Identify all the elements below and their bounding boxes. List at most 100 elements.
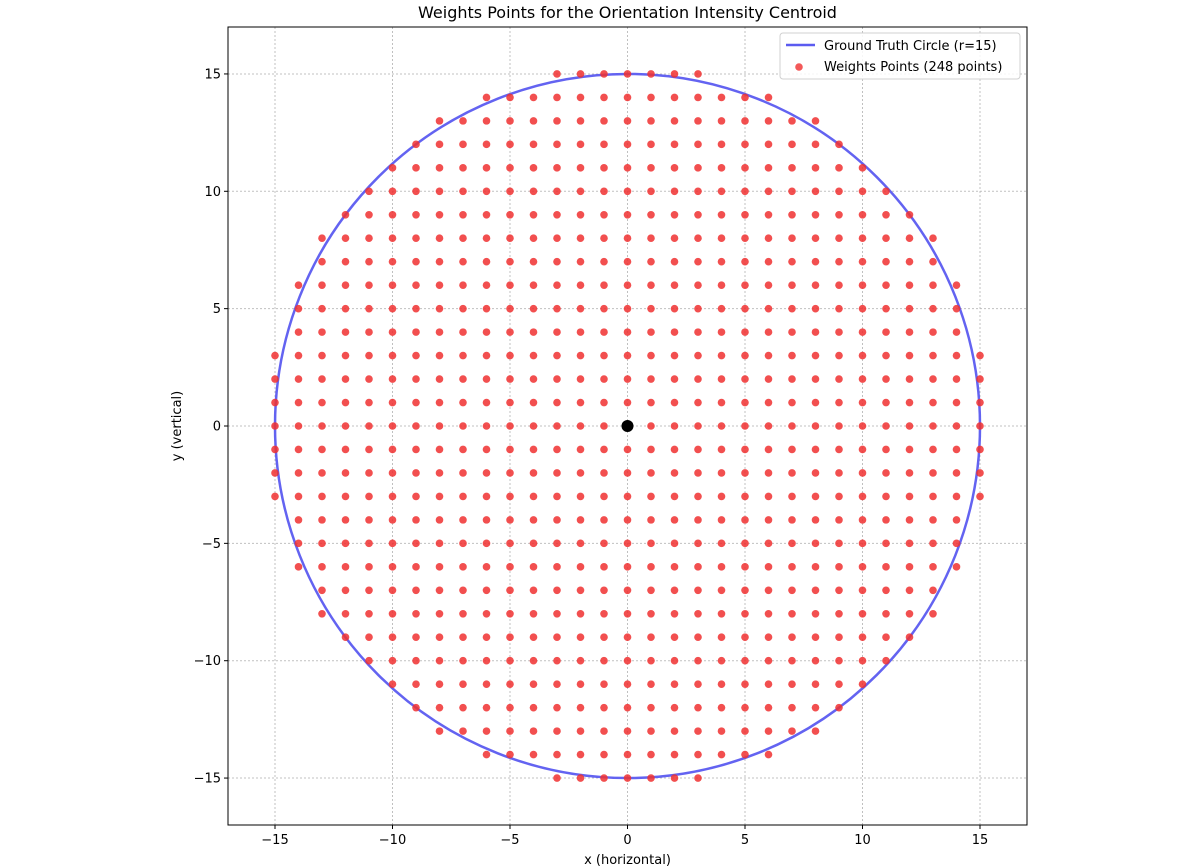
weight-point <box>623 656 632 665</box>
weight-point <box>412 703 420 712</box>
weight-point <box>694 750 702 759</box>
weight-point <box>388 469 397 477</box>
weight-point <box>764 210 773 219</box>
weight-point <box>694 563 702 571</box>
weight-point <box>459 375 467 383</box>
weight-point <box>858 633 867 642</box>
weight-point <box>858 210 867 219</box>
weight-point <box>670 492 679 501</box>
weight-point <box>435 375 444 383</box>
legend-label-points: Weights Points (248 points) <box>824 60 1002 75</box>
weight-point <box>576 328 585 336</box>
weight-point <box>764 398 773 407</box>
weight-point <box>482 563 491 571</box>
weight-point <box>694 304 702 313</box>
weight-point <box>741 586 749 595</box>
weight-point <box>905 398 914 407</box>
weight-point <box>952 375 961 383</box>
weight-point <box>482 703 491 712</box>
weight-point <box>717 398 726 407</box>
weight-point <box>553 117 561 125</box>
weight-point <box>341 398 350 407</box>
weight-point <box>858 609 867 618</box>
weight-point <box>553 164 561 172</box>
weight-point <box>600 703 608 712</box>
weight-point <box>506 563 514 571</box>
weight-point <box>952 328 961 336</box>
weight-point <box>694 539 702 548</box>
weight-point <box>506 445 514 454</box>
weight-point <box>717 750 726 759</box>
weight-point <box>741 351 749 360</box>
weight-point <box>506 398 514 407</box>
weight-point <box>294 516 303 524</box>
weight-point <box>929 469 937 477</box>
weight-point <box>741 422 749 430</box>
x-tick-label: −15 <box>261 833 288 848</box>
weight-point <box>835 563 843 571</box>
weight-point <box>647 351 655 360</box>
weight-point <box>694 70 702 78</box>
weight-point <box>952 281 961 289</box>
weight-point <box>365 633 373 642</box>
weight-point <box>858 422 867 430</box>
weight-point <box>835 680 843 688</box>
weight-point <box>647 750 655 759</box>
weight-point <box>717 234 726 243</box>
weight-point <box>764 234 773 243</box>
weight-point <box>600 539 608 548</box>
weight-point <box>976 422 984 430</box>
weight-point <box>741 234 749 243</box>
weight-point <box>811 680 820 688</box>
weight-point <box>435 281 444 289</box>
weight-point <box>412 516 420 524</box>
weight-point <box>811 469 820 477</box>
weight-point <box>670 680 679 688</box>
weight-point <box>976 398 984 407</box>
weight-point <box>388 422 397 430</box>
weight-point <box>412 586 420 595</box>
weight-point <box>788 140 796 149</box>
weight-point <box>858 398 867 407</box>
weight-point <box>623 257 632 266</box>
weight-point <box>811 281 820 289</box>
weight-point <box>811 563 820 571</box>
weight-point <box>858 164 867 172</box>
weight-point <box>929 234 937 243</box>
weight-point <box>741 563 749 571</box>
weight-point <box>576 445 585 454</box>
weight-point <box>741 117 749 125</box>
weight-point <box>694 609 702 618</box>
weight-point <box>576 609 585 618</box>
weight-point <box>952 351 961 360</box>
weight-point <box>764 656 773 665</box>
weight-point <box>976 469 984 477</box>
weight-point <box>482 234 491 243</box>
weight-point <box>623 516 632 524</box>
chart-title: Weights Points for the Orientation Inten… <box>418 3 837 22</box>
weight-point <box>764 445 773 454</box>
weight-point <box>600 234 608 243</box>
weight-point <box>271 422 279 430</box>
weight-point <box>929 563 937 571</box>
weight-point <box>788 328 796 336</box>
weight-point <box>858 492 867 501</box>
y-tick-label: −10 <box>194 654 221 669</box>
weight-point <box>717 680 726 688</box>
weight-point <box>482 351 491 360</box>
weight-point <box>694 469 702 477</box>
weight-point <box>811 234 820 243</box>
weight-point <box>788 351 796 360</box>
weight-point <box>553 563 561 571</box>
weight-point <box>905 210 914 219</box>
weight-point <box>529 609 538 618</box>
weight-point <box>882 563 890 571</box>
weight-point <box>365 304 373 313</box>
weight-point <box>788 469 796 477</box>
weight-point <box>506 586 514 595</box>
weight-point <box>858 281 867 289</box>
y-tick-label: 10 <box>204 185 221 200</box>
weight-point <box>506 210 514 219</box>
weight-point <box>741 164 749 172</box>
weight-point <box>506 492 514 501</box>
